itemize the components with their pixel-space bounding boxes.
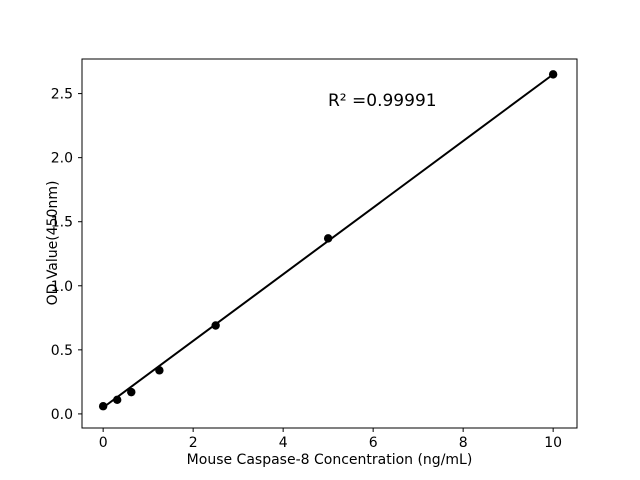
y-axis-label: OD Value(450nm) [45, 180, 61, 306]
y-tick-label: 1.5 [51, 215, 73, 231]
y-tick-label: 2.0 [51, 151, 73, 167]
data-point [155, 366, 164, 375]
data-point [323, 234, 333, 243]
y-tick-label: 0.0 [51, 407, 73, 423]
data-point [113, 395, 122, 405]
data-point [548, 70, 558, 79]
y-tick-label: 2.5 [51, 87, 73, 103]
data-point [127, 387, 136, 397]
y-tick-label: 0.5 [51, 343, 73, 359]
x-axis-label: Mouse Caspase-8 Concentration (ng/mL) [186, 452, 473, 468]
x-tick-label: 8 [459, 435, 468, 451]
y-tick-label: 1.0 [51, 279, 73, 295]
x-tick-label: 0 [99, 435, 108, 451]
x-tick-label: 4 [279, 435, 288, 451]
x-tick-label: 10 [544, 435, 562, 451]
r-squared-annotation: R² =0.99991 [328, 91, 437, 111]
data-point [211, 321, 220, 330]
data-point [98, 402, 108, 411]
plot-frame [81, 58, 578, 429]
x-tick-label: 2 [189, 435, 198, 451]
x-tick-label: 6 [369, 435, 378, 451]
